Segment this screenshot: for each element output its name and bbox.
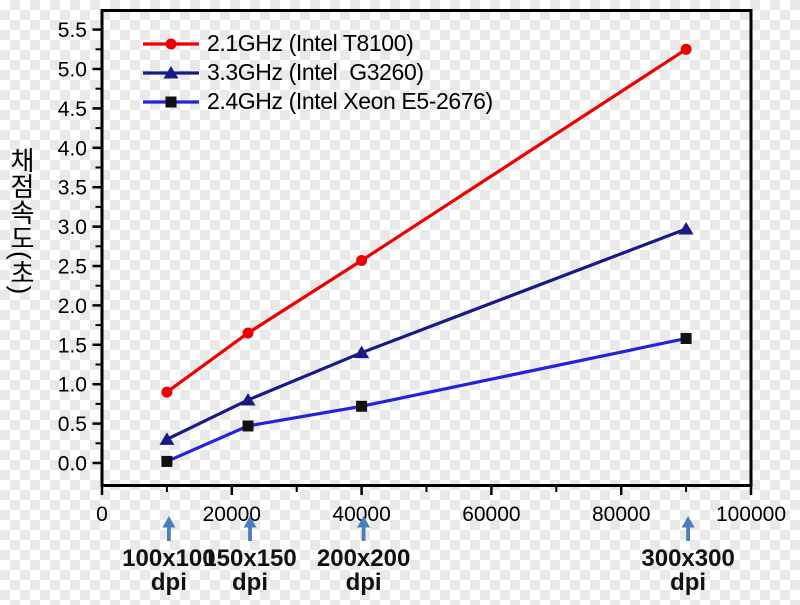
legend-line-circle-sample	[143, 38, 199, 49]
up-arrow-shaft	[167, 526, 171, 541]
triangle-marker-icon	[163, 65, 179, 78]
y-axis-title: 채점속도(초)	[6, 147, 36, 295]
data-point-marker	[680, 332, 692, 344]
series-line	[166, 336, 687, 463]
dpi-annotation-sublabel: dpi	[151, 569, 187, 596]
dpi-annotation-label: 200x200	[317, 545, 410, 572]
legend-item: 3.3GHz (Intel G3260)	[141, 58, 493, 87]
y-tick-label: 2.5	[58, 256, 87, 279]
legend-item: 2.4GHz (Intel Xeon E5-2676)	[141, 87, 493, 116]
x-tick-label: 20000	[203, 503, 261, 526]
series-2	[161, 332, 692, 467]
series-line	[165, 47, 687, 394]
series-line	[166, 227, 687, 441]
legend-line-square-sample	[143, 96, 199, 107]
dpi-annotation-sublabel: dpi	[232, 569, 268, 596]
data-point-marker	[240, 392, 256, 406]
data-point-marker	[242, 327, 254, 339]
up-arrow-icon	[243, 516, 257, 528]
y-tick-label: 5.5	[58, 19, 87, 42]
up-arrow-icon	[357, 516, 371, 528]
data-point-marker	[680, 43, 692, 55]
y-tick-label: 0.0	[58, 453, 87, 476]
data-point-marker	[242, 420, 254, 432]
series-1	[159, 221, 694, 445]
circle-marker-icon	[165, 38, 177, 49]
series-0	[161, 43, 692, 398]
dpi-annotation-sublabel: dpi	[346, 569, 382, 596]
legend-line-triangle-sample	[143, 65, 199, 78]
dpi-annotation-sublabel: dpi	[670, 569, 706, 596]
legend-label: 2.4GHz (Intel Xeon E5-2676)	[207, 88, 493, 114]
data-point-marker	[354, 345, 370, 359]
dpi-annotation-label: 300x300	[641, 545, 734, 572]
dpi-annotation-label: 100x100	[122, 545, 215, 572]
data-point-marker	[161, 455, 173, 467]
square-marker-icon	[165, 96, 177, 107]
y-tick-label: 0.5	[58, 413, 87, 436]
y-tick-label: 3.5	[58, 177, 87, 200]
x-tick-label: 0	[96, 503, 108, 526]
legend: 2.1GHz (Intel T8100) 3.3GHz (Intel G3260…	[141, 29, 493, 116]
x-tick-label: 60000	[462, 503, 520, 526]
y-tick-label: 1.5	[58, 334, 87, 357]
data-point-marker	[356, 400, 368, 412]
y-tick-label: 1.0	[58, 374, 87, 397]
up-arrow-shaft	[248, 526, 252, 541]
data-point-marker	[159, 432, 175, 445]
x-tick-label: 100000	[716, 503, 786, 526]
up-arrow-icon	[681, 516, 695, 528]
data-point-marker	[678, 221, 694, 235]
legend-label: 3.3GHz (Intel G3260)	[207, 59, 424, 85]
y-tick-label: 5.0	[58, 59, 87, 82]
y-tick-label: 4.0	[58, 137, 87, 160]
data-point-marker	[161, 386, 173, 398]
y-tick-label: 3.0	[58, 216, 87, 239]
data-point-marker	[356, 254, 368, 266]
up-arrow-shaft	[686, 526, 690, 541]
up-arrow-icon	[162, 516, 176, 528]
y-tick-label: 2.0	[58, 295, 87, 318]
legend-item: 2.1GHz (Intel T8100)	[141, 29, 493, 58]
plot-frame	[100, 9, 753, 487]
x-tick-label: 80000	[592, 503, 650, 526]
y-tick-label: 4.5	[58, 98, 87, 121]
legend-label: 2.1GHz (Intel T8100)	[207, 30, 414, 56]
up-arrow-shaft	[361, 526, 366, 541]
dpi-annotation-label: 150x150	[203, 545, 296, 572]
x-tick-label: 40000	[332, 503, 390, 526]
axis-ticks: 0.0 0.5 1.0 1.5 2.0 2.5 3.0 3.5 4.0 4.5 5.0 5.5 0 200…	[58, 19, 786, 526]
